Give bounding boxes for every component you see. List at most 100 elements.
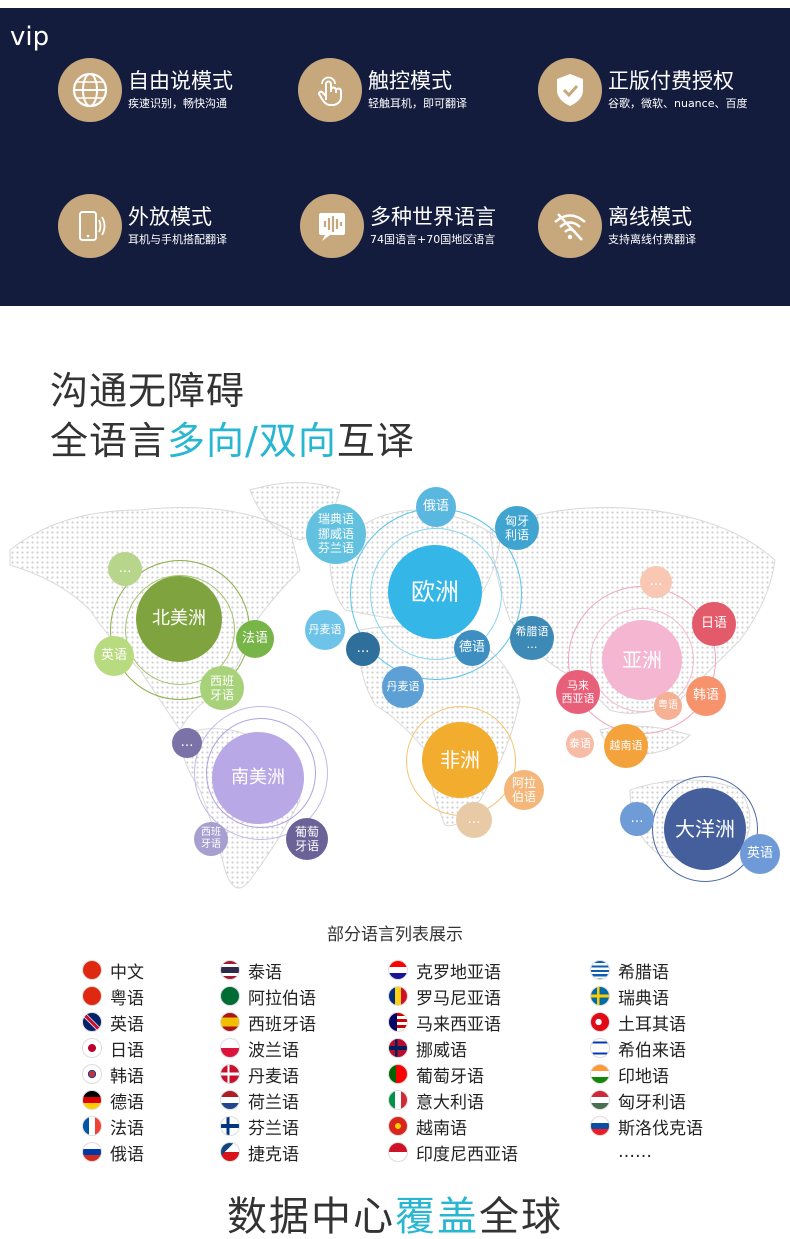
feature-title: 触控模式 [368, 69, 452, 93]
language-column-4: 希腊语 瑞典语 土耳其语 希伯来语 印地语 匈牙利语 斯洛伐克语 …… [590, 957, 703, 1165]
flag-romania-icon [388, 986, 408, 1006]
language-item: 波兰语 [220, 1035, 316, 1061]
feature-touch: 触控模式 轻触耳机，即可翻译 [298, 58, 467, 122]
language-item: 捷克语 [220, 1139, 316, 1165]
bottom-suffix: 全球 [479, 1194, 563, 1239]
flag-malaysia-icon [388, 1012, 408, 1032]
as-cantonese-bubble: 粤语 [654, 692, 682, 720]
language-item: 印度尼西亚语 [388, 1139, 518, 1165]
feature-title: 多种世界语言 [370, 205, 496, 229]
eu-hungarian-bubble: 匈牙 利语 [495, 506, 539, 550]
flag-france-icon [82, 1116, 102, 1136]
feature-subtitle: 耳机与手机搭配翻译 [128, 233, 227, 246]
as-vietnamese-bubble: 越南语 [604, 724, 648, 768]
headline-line1: 沟通无障碍 [50, 369, 246, 413]
na-french-bubble: 法语 [236, 620, 274, 658]
eu-nordic-bubble: 瑞典语 挪威语 芬兰语 [306, 504, 366, 564]
language-item: 希伯来语 [590, 1035, 703, 1061]
sa-portuguese-bubble: 葡萄 牙语 [286, 818, 328, 860]
eu-danish2-bubble: 丹麦语 [382, 666, 424, 708]
language-item: 泰语 [220, 957, 316, 983]
language-item: 匈牙利语 [590, 1087, 703, 1113]
na-more-bubble: … [108, 552, 142, 586]
af-more-bubble: … [456, 802, 492, 838]
language-item: 西班牙语 [220, 1009, 316, 1035]
flag-hungary-icon [590, 1090, 610, 1110]
na-spanish-bubble: 西班 牙语 [200, 666, 244, 710]
af-arabic-bubble: 阿拉 伯语 [504, 770, 544, 810]
asia-bubble: 亚洲 [602, 620, 682, 700]
language-item: 印地语 [590, 1061, 703, 1087]
feature-subtitle: 74国语言+70国地区语言 [370, 233, 496, 246]
language-item: 中文 [82, 957, 144, 983]
sa-more-bubble: … [172, 728, 202, 758]
africa-bubble: 非洲 [422, 722, 498, 798]
feature-subtitle: 支持离线付费翻译 [608, 233, 696, 246]
language-item: 俄语 [82, 1139, 144, 1165]
as-japanese-bubble: 日语 [692, 602, 736, 646]
flag-india-icon [590, 1064, 610, 1084]
language-item: 粤语 [82, 983, 144, 1009]
bottom-headline: 数据中心覆盖全球 [0, 1184, 790, 1239]
globe-icon [58, 58, 122, 122]
eu-more-bubble: … [346, 632, 380, 666]
as-thai-bubble: 泰语 [566, 730, 594, 758]
headline-prefix: 全语言 [50, 419, 168, 463]
voice-wave-icon [300, 194, 364, 258]
bottom-prefix: 数据中心 [227, 1194, 395, 1239]
flag-china-icon [82, 960, 102, 980]
language-item: 克罗地亚语 [388, 957, 518, 983]
eu-russian-bubble: 俄语 [416, 487, 456, 527]
flag-greece-icon [590, 960, 610, 980]
flag-japan-icon [82, 1038, 102, 1058]
flag-sweden-icon [590, 986, 610, 1006]
oceania-ring [652, 776, 758, 882]
flag-norway-icon [388, 1038, 408, 1058]
shield-check-icon [538, 58, 602, 122]
north-america-ring-inner [125, 575, 235, 685]
headline-suffix: 互译 [336, 419, 415, 463]
wifi-off-icon [538, 194, 602, 258]
language-item: 英语 [82, 1009, 144, 1035]
bottom-accent: 覆盖 [395, 1194, 479, 1239]
eu-german-bubble: 德语 [454, 630, 490, 666]
language-item: 希腊语 [590, 957, 703, 983]
feature-subtitle: 轻触耳机，即可翻译 [368, 97, 467, 110]
sa-spanish-bubble: 西班 牙语 [194, 822, 228, 856]
language-more: …… [618, 1142, 652, 1162]
flag-hongkong-icon [82, 986, 102, 1006]
feature-title: 正版付费授权 [608, 69, 734, 93]
flag-italy-icon [388, 1090, 408, 1110]
europe-ring-inner [370, 528, 502, 660]
language-item: 法语 [82, 1113, 144, 1139]
flag-vietnam-icon [388, 1116, 408, 1136]
flag-indonesia-icon [388, 1142, 408, 1162]
language-item: 葡萄牙语 [388, 1061, 518, 1087]
language-item: 德语 [82, 1087, 144, 1113]
language-column-2: 泰语 阿拉伯语 西班牙语 波兰语 丹麦语 荷兰语 芬兰语 捷克语 [220, 957, 316, 1165]
oceania-bubble: 大洋洲 [664, 788, 746, 870]
flag-thailand-icon [220, 960, 240, 980]
south-america-ring [194, 706, 328, 840]
language-item: 阿拉伯语 [220, 983, 316, 1009]
language-item: 斯洛伐克语 [590, 1113, 703, 1139]
flag-portugal-icon [388, 1064, 408, 1084]
flag-germany-icon [82, 1090, 102, 1110]
language-item: 芬兰语 [220, 1113, 316, 1139]
language-item: 马来西亚语 [388, 1009, 518, 1035]
flag-uk-icon [82, 1012, 102, 1032]
feature-offline: 离线模式 支持离线付费翻译 [538, 194, 696, 258]
language-item: 土耳其语 [590, 1009, 703, 1035]
language-list-title: 部分语言列表展示 [327, 925, 463, 945]
flag-israel-icon [590, 1038, 610, 1058]
eu-danish-bubble: 丹麦语 [305, 610, 345, 650]
vip-label: vip [10, 22, 50, 52]
language-column-1: 中文 粤语 英语 日语 韩语 德语 法语 俄语 [82, 957, 144, 1165]
asia-ring-inner [590, 608, 694, 712]
language-item: 日语 [82, 1035, 144, 1061]
oc-more-bubble: … [620, 802, 654, 836]
flag-saudi-icon [220, 986, 240, 1006]
flag-czech-icon [220, 1142, 240, 1162]
north-america-bubble: 北美洲 [136, 576, 222, 662]
flag-netherlands-icon [220, 1090, 240, 1110]
